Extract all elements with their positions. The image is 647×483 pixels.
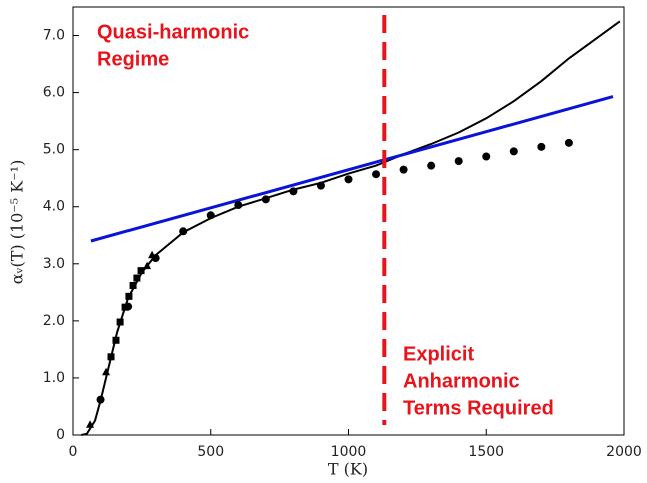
curve bbox=[90, 95, 614, 243]
y-tick-label: 6.0 bbox=[43, 85, 65, 101]
curve bbox=[81, 20, 621, 436]
y-tick-label: 2.0 bbox=[43, 313, 65, 329]
y-tick-label: 1.0 bbox=[43, 370, 65, 386]
x-tick-label: 2000 bbox=[606, 444, 642, 460]
x-tick-label: 1500 bbox=[468, 444, 504, 460]
point bbox=[399, 165, 408, 174]
point bbox=[261, 195, 270, 204]
y-tick-label: 4.0 bbox=[43, 199, 65, 215]
x-tick-label: 1000 bbox=[331, 444, 367, 460]
annotation: Regime bbox=[97, 48, 169, 70]
y-axis-label: αᵥ(T) (10⁻⁵ K⁻¹) bbox=[8, 160, 27, 285]
point bbox=[116, 318, 124, 326]
x-tick-label: 500 bbox=[197, 444, 224, 460]
point bbox=[427, 161, 436, 170]
point bbox=[129, 281, 137, 289]
point bbox=[133, 274, 141, 282]
point bbox=[107, 353, 115, 361]
point bbox=[234, 201, 243, 210]
point bbox=[96, 395, 105, 404]
point bbox=[206, 211, 215, 220]
point bbox=[289, 187, 298, 196]
y-tick-label: 3.0 bbox=[43, 256, 65, 272]
point bbox=[148, 250, 157, 259]
x-tick-label: 0 bbox=[69, 444, 78, 460]
point bbox=[537, 142, 546, 151]
y-tick-label: 0 bbox=[56, 427, 65, 443]
y-tick-label: 7.0 bbox=[43, 28, 65, 44]
x-axis-label: T (K) bbox=[328, 460, 368, 479]
point bbox=[112, 336, 120, 344]
y-tick-label: 5.0 bbox=[43, 142, 65, 158]
point bbox=[509, 147, 518, 156]
point bbox=[179, 227, 188, 236]
point bbox=[564, 138, 573, 147]
point bbox=[143, 261, 152, 270]
point bbox=[344, 175, 353, 184]
annotation: Explicit bbox=[403, 343, 474, 365]
point bbox=[482, 152, 491, 161]
point bbox=[102, 367, 111, 376]
point bbox=[121, 303, 129, 311]
point bbox=[137, 267, 145, 275]
annotation: Quasi-harmonic bbox=[97, 21, 249, 43]
point bbox=[125, 292, 133, 300]
plot-frame bbox=[72, 6, 625, 436]
point bbox=[454, 157, 463, 166]
annotation: Anharmonic bbox=[403, 370, 520, 392]
point bbox=[316, 181, 325, 190]
annotation: Terms Required bbox=[403, 397, 554, 419]
point bbox=[372, 170, 381, 179]
point bbox=[86, 420, 95, 428]
